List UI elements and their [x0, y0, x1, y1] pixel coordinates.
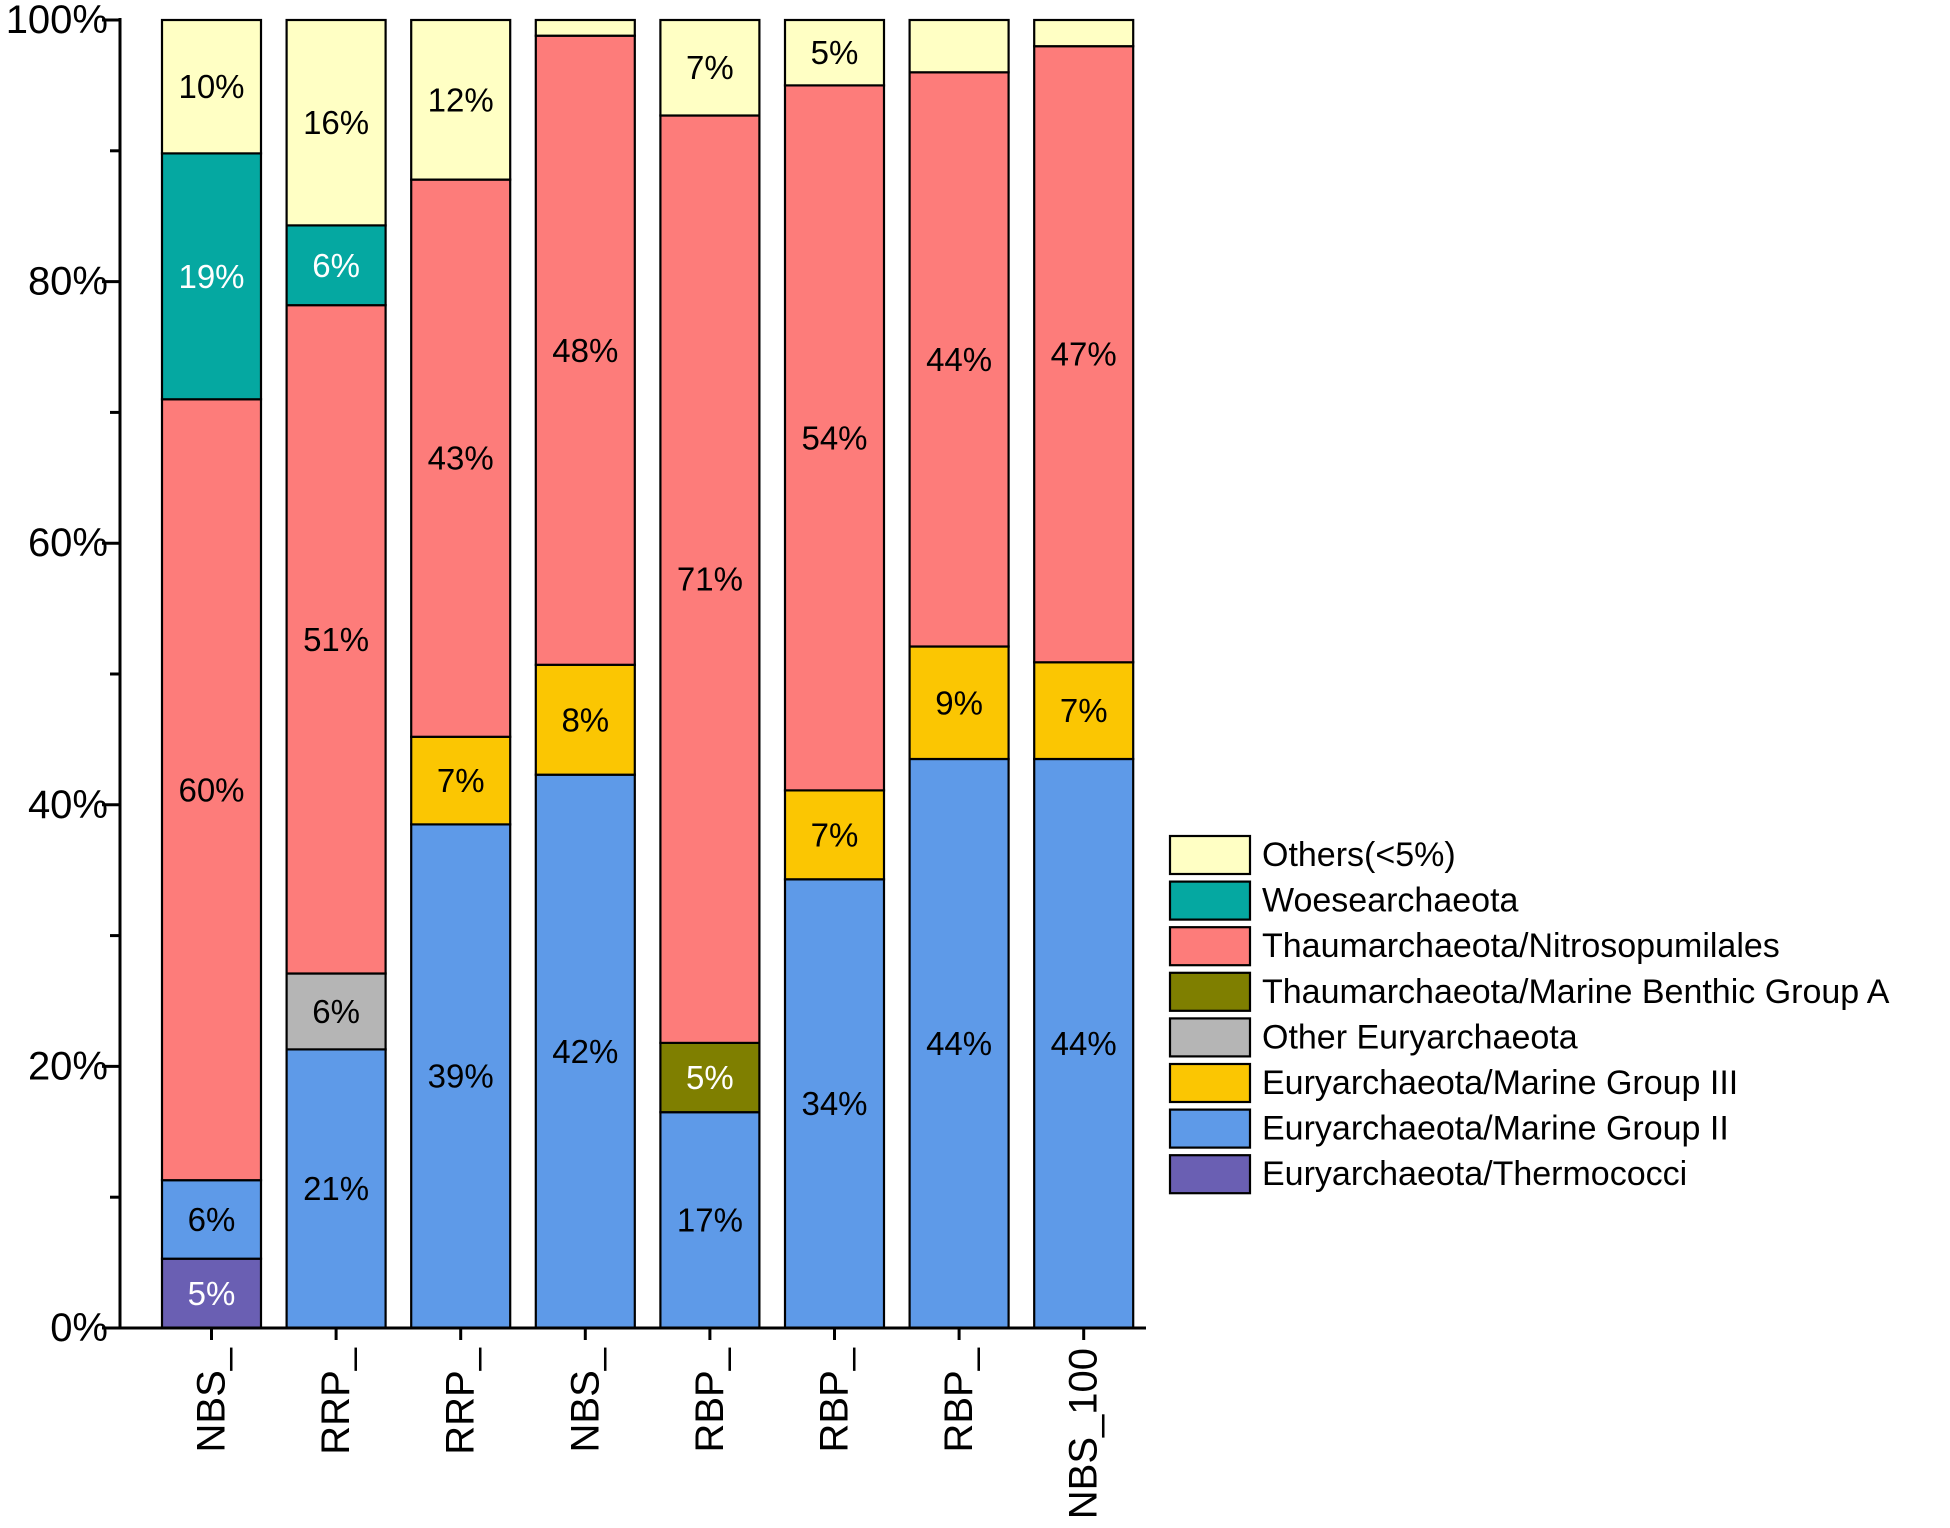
legend-label-7: Euryarchaeota/Thermococci [1262, 1155, 1687, 1193]
segment-label-RBP_97-5: 44% [926, 341, 992, 378]
segment-label-NBS_88-0: 5% [188, 1275, 236, 1312]
bar-segment-RBP_97-1 [908, 757, 1010, 1330]
legend-swatch-4 [1168, 1017, 1252, 1058]
x-tick-label-NBS_91: NBS_ [563, 1347, 607, 1452]
bar-segment-RBP_97-7 [908, 18, 1010, 74]
legend-swatch-2 [1168, 926, 1252, 967]
segment-label-NBS_100-1: 44% [1051, 1025, 1117, 1062]
x-tick-label-RRP_90: RRP_ [439, 1347, 483, 1454]
bar-segment-RBP_93-5 [659, 114, 761, 1045]
x-tick-labels-group: NBS_ RRP_ RRP_ NBS_ RBP_ RBP_ RBP_ NBS_100 [190, 1328, 1106, 1519]
legend-label-5: Euryarchaeota/Marine Group III [1262, 1064, 1738, 1102]
segment-label-RBP_95-7: 5% [811, 34, 859, 71]
segment-label-RBP_93-5: 71% [677, 561, 743, 598]
legend-swatch-0 [1168, 834, 1252, 876]
legend-swatch-7 [1168, 1154, 1252, 1195]
segment-label-NBS_91-2: 8% [561, 701, 609, 738]
bar-segment-RRP_90-2 [410, 735, 512, 826]
segment-label-NBS_100-5: 47% [1051, 336, 1117, 373]
bar-segment-RRP_89-6 [285, 224, 387, 307]
bar-segment-NBS_88-7 [160, 18, 263, 155]
segment-label-RRP_89-3: 6% [312, 993, 360, 1030]
legend-label-2: Thaumarchaeota/Nitrosopumilales [1262, 927, 1780, 965]
bar-segment-NBS_100-1 [1033, 757, 1135, 1330]
legend-swatch-5 [1168, 1062, 1252, 1104]
y-tick-label-40: 40% [28, 783, 108, 827]
bar-segment-RRP_90-1 [410, 823, 512, 1330]
x-tick-label-RBP_93: RBP_ [688, 1347, 732, 1452]
bar-segment-RRP_89-7 [285, 18, 387, 227]
x-tick-label-NBS_88: NBS_ [190, 1347, 234, 1452]
bar-segment-RRP_89-5 [285, 304, 387, 975]
segment-label-NBS_88-7: 10% [178, 68, 244, 105]
y-tick-label-80: 80% [28, 260, 108, 304]
segment-label-NBS_91-5: 48% [552, 332, 618, 369]
bars-group [160, 18, 1135, 1330]
segment-label-RBP_95-1: 34% [801, 1085, 867, 1122]
bar-segment-RBP_95-7 [783, 18, 886, 87]
x-tick-label-RBP_97: RBP_ [937, 1347, 981, 1452]
segment-label-RRP_89-5: 51% [303, 621, 369, 658]
segment-label-NBS_91-1: 42% [552, 1033, 618, 1070]
y-tick-label-20: 20% [28, 1044, 108, 1088]
segment-label-NBS_88-6: 19% [178, 258, 244, 295]
legend: Others(<5%) Woesearchaeota Thaumarchaeota/… [1168, 834, 1890, 1195]
bar-segment-NBS_88-0 [160, 1257, 263, 1330]
legend-label-0: Others(<5%) [1262, 836, 1456, 874]
x-tick-label-RBP_95: RBP_ [813, 1347, 857, 1452]
segment-label-RRP_90-7: 12% [428, 81, 494, 118]
legend-label-6: Euryarchaeota/Marine Group II [1262, 1110, 1729, 1148]
legend-label-3: Thaumarchaeota/Marine Benthic Group A [1262, 973, 1890, 1011]
legend-label-1: Woesearchaeota [1262, 882, 1519, 920]
segment-label-RRP_89-1: 21% [303, 1170, 369, 1207]
bar-segment-RBP_97-2 [908, 645, 1010, 761]
segment-label-RRP_90-5: 43% [428, 440, 494, 477]
segment-label-RBP_95-5: 54% [801, 419, 867, 456]
bar-segment-NBS_91-2 [534, 663, 636, 776]
segment-label-NBS_100-2: 7% [1060, 692, 1108, 729]
segment-label-RBP_93-4: 5% [686, 1059, 734, 1096]
bar-segment-RBP_95-2 [783, 789, 886, 881]
segment-label-NBS_88-5: 60% [178, 771, 244, 808]
bar-segment-RBP_93-7 [659, 18, 761, 117]
segment-label-RRP_90-1: 39% [428, 1058, 494, 1095]
bar-segment-RBP_95-5 [783, 84, 886, 792]
legend-swatch-3 [1168, 971, 1252, 1012]
segment-label-RBP_95-2: 7% [811, 816, 859, 853]
bar-segment-NBS_88-1 [160, 1179, 263, 1260]
y-ticks-group: 0% 20% 40% 60% 80% 100% [6, 0, 120, 1350]
legend-swatch-6 [1168, 1108, 1252, 1149]
bar-segment-NBS_100-7 [1033, 18, 1135, 48]
x-tick-label-NBS_100: NBS_100 [1062, 1348, 1106, 1519]
segment-label-RBP_93-1: 17% [677, 1202, 743, 1239]
y-tick-label-60: 60% [28, 521, 108, 565]
bar-segment-NBS_91-5 [534, 34, 636, 666]
x-tick-label-RRP_89: RRP_ [314, 1347, 358, 1454]
y-tick-label-100: 100% [6, 0, 108, 42]
segment-label-RBP_97-2: 9% [935, 684, 983, 721]
bar-segment-RBP_93-4 [659, 1041, 761, 1114]
bar-segment-RBP_97-5 [908, 71, 1010, 648]
bar-segment-RRP_89-1 [285, 1048, 387, 1330]
segment-labels-group: 5% 6% 60% 19% 10% 21% 6% 51% 6% 16% 39% 7% 43% 12% 42%… [178, 34, 1116, 1312]
legend-label-4: Other Euryarchaeota [1262, 1018, 1578, 1056]
segment-label-RRP_89-7: 16% [303, 104, 369, 141]
bar-segment-NBS_88-6 [160, 152, 263, 401]
segment-label-RBP_93-7: 7% [686, 49, 734, 86]
segment-label-RRP_90-2: 7% [437, 762, 485, 799]
bar-segment-RBP_93-1 [659, 1111, 761, 1330]
bar-segment-RRP_90-5 [410, 178, 512, 738]
bar-segment-NBS_100-2 [1033, 661, 1135, 761]
bar-segment-NBS_91-1 [534, 773, 636, 1330]
bar-segment-RRP_89-3 [285, 972, 387, 1051]
segment-label-RRP_89-6: 6% [312, 247, 360, 284]
segment-label-RBP_97-1: 44% [926, 1025, 992, 1062]
bar-segment-NBS_91-7 [534, 18, 636, 37]
y-tick-label-0: 0% [50, 1306, 108, 1350]
segment-label-NBS_88-1: 6% [188, 1201, 236, 1238]
legend-swatch-1 [1168, 880, 1252, 921]
bar-segment-RRP_90-7 [410, 18, 512, 181]
